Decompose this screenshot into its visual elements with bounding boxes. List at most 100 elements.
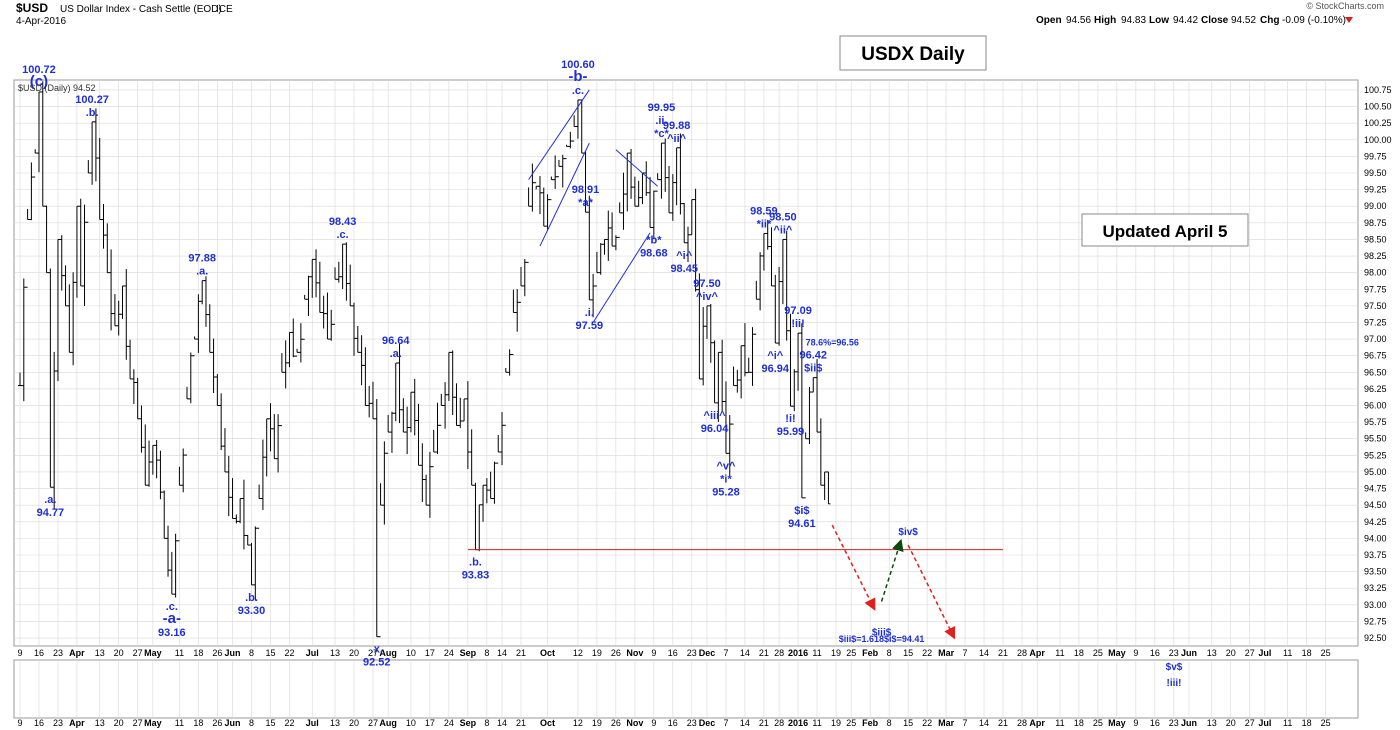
x-tick-label-lower: Mar	[938, 718, 955, 728]
x-tick-label-lower: 18	[193, 718, 203, 728]
ohlc-bar	[329, 309, 334, 341]
exchange: ICE	[216, 4, 233, 15]
wave-label: *b*98.68	[640, 234, 668, 259]
wave-label-line: $ii$	[804, 363, 822, 375]
ohlc-bar	[241, 479, 246, 550]
x-tick-label-lower: 14	[740, 718, 750, 728]
wave-label: .a.94.77	[37, 494, 65, 519]
ohlc-bar	[807, 387, 812, 445]
ohlc-bar	[443, 382, 448, 429]
x-tick-label-lower: 23	[1169, 718, 1179, 728]
x-tick-label: Jun	[1181, 648, 1197, 658]
ohlc-bar	[780, 238, 785, 305]
x-tick-label-lower: Oct	[540, 718, 555, 728]
ohlc-bar	[306, 275, 311, 317]
ohlc-bar	[143, 424, 148, 486]
ohlc-bar	[48, 268, 53, 488]
down-triangle-icon	[1345, 17, 1353, 23]
x-tick-label: 13	[1207, 648, 1217, 658]
ohlc-bar	[287, 331, 292, 368]
x-tick-label-lower: May	[1108, 718, 1126, 728]
x-tick-label: 21	[759, 648, 769, 658]
ohlc-bar	[86, 160, 91, 223]
ohlc-bar	[617, 202, 622, 238]
x-tick-label-lower: 24	[444, 718, 454, 728]
ohlc-bar	[549, 176, 554, 201]
wave-label: 99.95.ii.*c*	[648, 102, 676, 140]
ohlc-bar	[701, 306, 706, 386]
x-tick-label-lower: Jul	[1258, 718, 1271, 728]
wave-label-line: 98.45	[670, 263, 698, 275]
ohlc-bar	[716, 351, 721, 422]
ohlc-bar	[67, 284, 72, 353]
wave-label-line: *i*	[720, 473, 732, 485]
high-label: High	[1094, 15, 1116, 26]
x-tick-label-lower: 21	[998, 718, 1008, 728]
ohlc-bar	[36, 91, 41, 173]
open-value: 94.56	[1066, 15, 1091, 26]
ohlc-bar	[594, 251, 599, 287]
x-tick-label: Nov	[626, 648, 643, 658]
x-tick-label-lower: 18	[1074, 718, 1084, 728]
ohlc-bar	[226, 455, 231, 517]
wave-label-line: ^iv^	[696, 291, 719, 303]
ohlc-bar	[519, 266, 523, 303]
x-tick-label-lower: 11	[1055, 718, 1064, 728]
x-tick-label: 9	[17, 648, 22, 658]
wave-label-line: 97.50	[693, 278, 721, 290]
trend-channels	[528, 89, 658, 323]
ohlc-bar	[746, 357, 751, 374]
ohlc-bar	[420, 443, 425, 503]
x-tick-label-lower: 21	[759, 718, 769, 728]
y-tick-label: 100.00	[1364, 135, 1392, 145]
wave-label: ^i^96.94	[762, 350, 790, 375]
x-tick-label: 2016	[788, 648, 808, 658]
x-tick-label: 23	[1169, 648, 1179, 658]
ohlc-bar	[260, 439, 265, 510]
x-tick-label-lower: 11	[175, 718, 184, 728]
y-tick-label: 92.50	[1364, 633, 1387, 643]
ohlc-bar	[689, 199, 694, 236]
ohlc-bar	[131, 369, 136, 404]
wave-label: .i.97.59	[576, 307, 604, 332]
wave-label: 98.50^ii^	[769, 211, 797, 236]
grid	[14, 80, 1358, 718]
ohlc-bar	[446, 351, 451, 402]
wave-label-line: *a*	[578, 197, 593, 209]
wave-label-line: 92.52	[363, 657, 391, 669]
ohlc-bar	[515, 289, 520, 332]
ohlc-bar	[720, 339, 725, 412]
ohlc-bar	[602, 238, 607, 255]
close-label: Close	[1201, 15, 1229, 26]
ohlc-bar	[500, 412, 505, 466]
x-tick-label-lower: Jun	[1181, 718, 1197, 728]
ohlc-bar	[587, 195, 592, 301]
wave-label-line: -b-	[568, 68, 587, 85]
x-tick-label: 15	[903, 648, 913, 658]
ohlc-bar	[659, 142, 664, 199]
x-tick-label: 18	[1302, 648, 1312, 658]
x-tick-label: 8	[887, 648, 892, 658]
ohlc-bar	[803, 432, 808, 499]
x-tick-label-lower: 20	[1226, 718, 1236, 728]
x-tick-label: 11	[175, 648, 184, 658]
chart-date: 4-Apr-2016	[16, 16, 66, 27]
updated-box-text: Updated April 5	[1103, 222, 1228, 241]
ohlc-bar	[173, 533, 178, 598]
x-tick-label: Sep	[460, 648, 477, 658]
ohlc-bar	[450, 350, 455, 415]
wave-label-line: .a.	[44, 494, 56, 506]
ohlc-bar	[488, 471, 493, 500]
ohlc-bar	[534, 182, 539, 190]
ohlc-bar	[815, 359, 820, 433]
wave-label-line: .b.	[469, 557, 482, 569]
ohlc-bar	[412, 378, 417, 436]
wave-label-line: 100.60	[561, 59, 595, 71]
x-tick-label-lower: 27	[1245, 718, 1255, 728]
x-tick-label: Jul	[1258, 648, 1271, 658]
wave-label-line: 97.09	[784, 305, 812, 317]
x-tick-label-lower: 23	[687, 718, 697, 728]
ohlc-bar	[458, 397, 463, 428]
ohlc-bar	[253, 526, 258, 601]
ohlc-bar	[393, 362, 398, 422]
